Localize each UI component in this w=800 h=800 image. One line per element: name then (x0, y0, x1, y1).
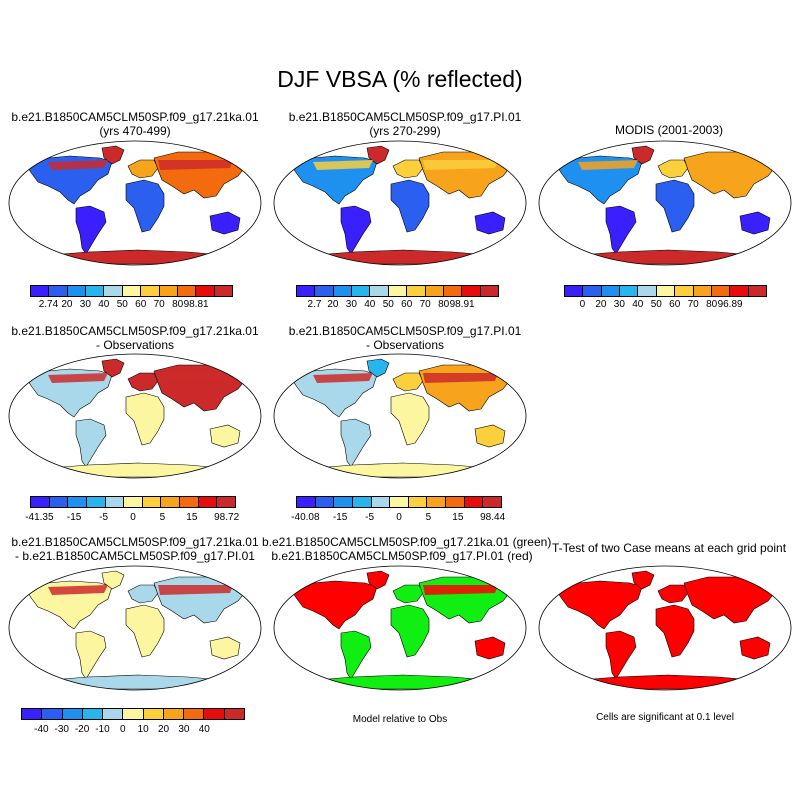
map-panel-5 (273, 353, 527, 479)
world-map-svg (273, 140, 527, 266)
continent-greenland (366, 358, 390, 378)
map-border (8, 565, 262, 691)
note-model-relative: Model relative to Obs (352, 714, 448, 725)
map-border (538, 565, 792, 691)
colorbar-3 (564, 285, 767, 297)
continent-africa (390, 604, 430, 658)
continent-australia (209, 211, 241, 235)
continent-greenland (101, 358, 125, 378)
colorbar-6-labels: -40 -30 -20 -10 0 10 20 30 40 (34, 724, 210, 735)
continent-europe (392, 159, 424, 179)
high-latitude-band (48, 585, 233, 595)
panel-title-1: b.e21.B1850CAM5CLM50SP.f09_g17.21ka.01 (y… (11, 110, 259, 138)
map-panel-8 (538, 565, 792, 691)
map-panel-3 (538, 140, 792, 266)
continent-africa (125, 604, 165, 658)
panel-title-6: b.e21.B1850CAM5CLM50SP.f09_g17.21ka.01- … (11, 535, 259, 563)
high-latitude-band (48, 373, 233, 383)
continent-southAmerica (340, 630, 372, 680)
continent-greenland (366, 145, 390, 165)
continent-australia (739, 636, 771, 660)
continent-africa (390, 179, 430, 233)
continent-europe (127, 372, 159, 392)
colorbar-3-labels: 0 20 30 40 50 60 70 80 96.89 (579, 299, 743, 310)
colorbar-4 (30, 496, 236, 508)
continent-africa (655, 179, 695, 233)
colorbar-5-labels: -40.08 -15 -5 0 5 15 98.44 (291, 512, 506, 523)
continent-europe (392, 372, 424, 392)
continent-australia (739, 211, 771, 235)
continent-australia (474, 636, 506, 660)
continent-europe (127, 159, 159, 179)
continent-australia (209, 424, 241, 448)
panel-title-4: b.e21.B1850CAM5CLM50SP.f09_g17.21ka.01- … (11, 324, 259, 352)
continent-europe (127, 584, 159, 604)
continent-africa (125, 179, 165, 233)
map-border (273, 353, 527, 479)
panel-title-7: b.e21.B1850CAM5CLM50SP.f09_g17.21ka.01 (… (262, 535, 552, 563)
continent-southAmerica (605, 205, 637, 255)
world-map-svg (8, 140, 262, 266)
map-panel-6 (8, 565, 262, 691)
continent-greenland (631, 570, 655, 590)
panel-title-8: T-Test of two Case means at each grid po… (551, 541, 787, 555)
continent-europe (657, 159, 689, 179)
high-latitude-band (313, 160, 498, 170)
map-border (273, 565, 527, 691)
note-significance: Cells are significant at 0.1 level (596, 712, 734, 723)
world-map-svg (538, 565, 792, 691)
map-border (8, 353, 262, 479)
colorbar-2-labels: 2.7 20 30 40 50 60 70 80 98.91 (307, 299, 475, 310)
world-map-svg (538, 140, 792, 266)
continent-australia (474, 211, 506, 235)
panel-title-2: b.e21.B1850CAM5CLM50SP.f09_g17.PI.01 (yrs… (288, 110, 522, 138)
world-map-svg (8, 565, 262, 691)
high-latitude-band (313, 373, 498, 383)
continent-southAmerica (605, 630, 637, 680)
map-panel-4 (8, 353, 262, 479)
continent-greenland (366, 570, 390, 590)
world-map-svg (273, 353, 527, 479)
colorbar-6 (21, 708, 245, 720)
map-border (8, 140, 262, 266)
high-latitude-band (48, 160, 233, 170)
world-map-svg (8, 353, 262, 479)
panel-title-3: MODIS (2001-2003) (614, 123, 724, 137)
page-title: DJF VBSA (% reflected) (277, 66, 523, 92)
continent-europe (657, 584, 689, 604)
map-border (538, 140, 792, 266)
continent-africa (390, 392, 430, 446)
high-latitude-band (313, 585, 498, 595)
world-map-svg (273, 565, 527, 691)
continent-greenland (101, 570, 125, 590)
continent-southAmerica (75, 630, 107, 680)
continent-southAmerica (75, 418, 107, 468)
continent-africa (655, 604, 695, 658)
high-latitude-band (578, 585, 763, 595)
map-border (273, 140, 527, 266)
continent-greenland (631, 145, 655, 165)
continent-australia (474, 424, 506, 448)
colorbar-1 (30, 285, 233, 297)
continent-southAmerica (340, 205, 372, 255)
continent-southAmerica (340, 418, 372, 468)
high-latitude-band (578, 160, 763, 170)
continent-europe (392, 584, 424, 604)
colorbar-1-labels: 2.74 20 30 40 50 60 70 80 98.81 (38, 299, 209, 310)
continent-southAmerica (75, 205, 107, 255)
panel-title-5: b.e21.B1850CAM5CLM50SP.f09_g17.PI.01- Ob… (288, 324, 522, 352)
colorbar-5 (296, 496, 502, 508)
map-panel-7 (273, 565, 527, 691)
continent-australia (209, 636, 241, 660)
continent-africa (125, 392, 165, 446)
colorbar-4-labels: -41.35 -15 -5 0 5 15 98.72 (25, 512, 240, 523)
map-panel-2 (273, 140, 527, 266)
colorbar-2 (296, 285, 499, 297)
map-panel-1 (8, 140, 262, 266)
continent-greenland (101, 145, 125, 165)
